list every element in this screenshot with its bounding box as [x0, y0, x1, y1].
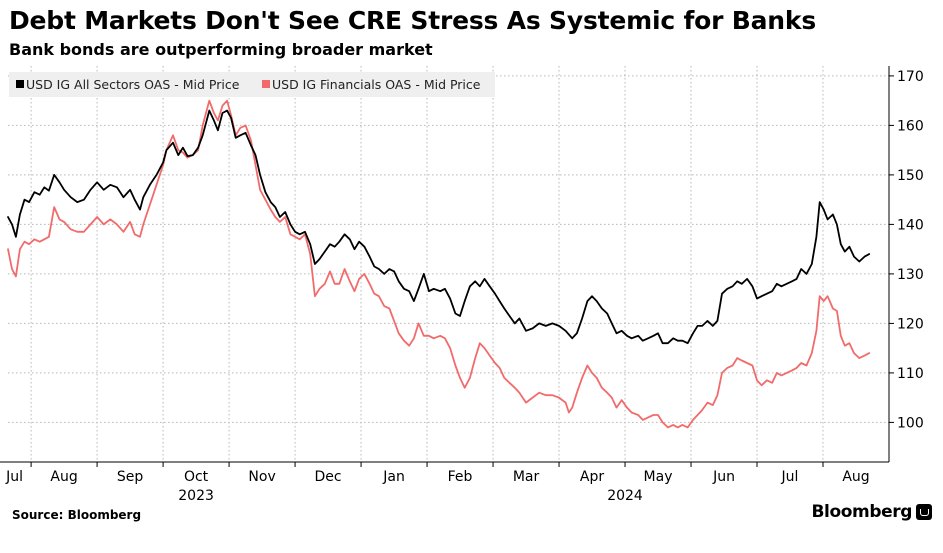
x-tick-label: Feb: [448, 469, 473, 485]
x-tick-label: Jul: [5, 469, 23, 485]
legend-swatch-all-sectors: [16, 80, 24, 88]
y-tick-label: 170: [897, 69, 924, 85]
legend-background: [9, 72, 495, 97]
brand-name: Bloomberg: [811, 502, 912, 522]
x-tick-label: Dec: [315, 469, 342, 485]
legend-swatch-financials: [262, 80, 270, 88]
x-year-label: 2024: [607, 488, 643, 504]
bloomberg-terminal-icon: [916, 504, 932, 520]
x-tick-label: Apr: [580, 469, 604, 485]
chart-title: Debt Markets Don't See CRE Stress As Sys…: [9, 6, 816, 35]
y-tick-label: 140: [897, 217, 924, 233]
x-tick-label: Oct: [184, 469, 209, 485]
x-tick-label: Nov: [248, 469, 275, 485]
x-year-label: 2023: [178, 488, 214, 504]
series-lines: [7, 99, 871, 429]
axes: 100 110 120 130 140 150 160 170 Jul Aug Sep Oct Nov D…: [0, 66, 924, 504]
chart-subtitle: Bank bonds are outperforming broader mar…: [9, 40, 433, 59]
source-note: Source: Bloomberg: [12, 508, 142, 522]
x-tick-label: Jan: [382, 469, 405, 485]
series-line-all-sectors: [7, 109, 871, 345]
y-tick-label: 100: [897, 415, 924, 431]
x-tick-label: Aug: [50, 469, 77, 485]
series-line-financials: [7, 99, 871, 429]
y-tick-label: 110: [897, 366, 924, 382]
legend-label: USD IG Financials OAS - Mid Price: [272, 77, 481, 92]
x-tick-label: May: [644, 469, 673, 485]
x-tick-label: Jun: [712, 469, 735, 485]
legend: USD IG All Sectors OAS - Mid Price USD IG…: [9, 72, 495, 97]
x-tick-label: Sep: [117, 469, 144, 485]
x-tick-label: Mar: [513, 469, 540, 485]
y-tick-label: 150: [897, 168, 924, 184]
x-tick-label: Jul: [781, 469, 799, 485]
legend-label: USD IG All Sectors OAS - Mid Price: [26, 77, 240, 92]
bloomberg-logo: Bloomberg: [811, 502, 932, 522]
y-tick-label: 160: [897, 118, 924, 134]
y-tick-label: 130: [897, 267, 924, 283]
y-tick-label: 120: [897, 316, 924, 332]
x-tick-label: Aug: [842, 469, 869, 485]
gridlines: [8, 66, 889, 462]
